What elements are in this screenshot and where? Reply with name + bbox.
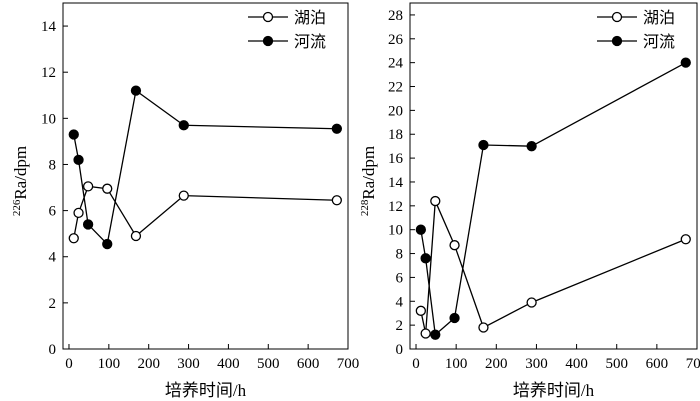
y-tick-label: 18	[388, 127, 403, 143]
y-tick-label: 4	[396, 294, 404, 310]
data-point-lake	[130, 230, 142, 242]
x-tick-label: 700	[337, 356, 360, 372]
y-tick-label: 2	[396, 318, 404, 334]
legend-label: 河流	[643, 33, 675, 51]
x-axis-label: 培养时间/h	[165, 381, 247, 400]
data-point-river	[178, 120, 189, 131]
data-point-river	[331, 123, 342, 134]
series-line-lake	[420, 200, 687, 334]
data-point-river	[680, 57, 691, 68]
x-tick-label: 600	[297, 356, 320, 372]
x-tick-label: 200	[485, 356, 508, 372]
y-tick-label: 2	[49, 296, 57, 312]
y-tick-label: 0	[49, 342, 57, 358]
legend-label: 湖泊	[294, 9, 326, 27]
x-tick-label: 700	[686, 356, 700, 372]
x-tick-label: 0	[412, 356, 420, 372]
y-axis-label: 226Ra/dpm	[11, 146, 30, 216]
y-tick-label: 26	[388, 32, 404, 48]
x-tick-label: 100	[98, 356, 121, 372]
data-point-lake	[526, 297, 537, 308]
y-tick-label: 8	[49, 157, 57, 173]
data-point-river	[73, 154, 84, 166]
data-point-lake	[430, 195, 441, 207]
y-axis-label-main: Ra/dpm	[359, 146, 378, 200]
y-axis-label-main: Ra/dpm	[11, 146, 30, 200]
plot-frame	[62, 2, 349, 350]
data-point-river	[478, 139, 489, 151]
y-axis-label-superscript: 228	[359, 199, 371, 216]
data-point-river	[449, 312, 460, 324]
y-tick-label: 6	[396, 270, 404, 286]
plot-frame	[409, 2, 698, 350]
data-point-lake	[478, 322, 489, 333]
data-point-river	[82, 219, 94, 230]
x-tick-label: 200	[137, 356, 160, 372]
y-tick-label: 14	[41, 19, 57, 35]
y-tick-label: 8	[396, 247, 404, 263]
data-point-river	[102, 238, 113, 250]
x-tick-label: 500	[257, 356, 280, 372]
legend-label: 河流	[294, 33, 326, 51]
data-point-lake	[420, 328, 431, 339]
legend-label: 湖泊	[643, 9, 675, 27]
y-tick-label: 22	[388, 80, 403, 96]
data-point-lake	[82, 181, 94, 192]
x-tick-label: 400	[565, 356, 588, 372]
data-point-river	[415, 224, 426, 235]
data-point-river	[430, 329, 441, 340]
data-point-lake	[680, 234, 691, 245]
y-tick-label: 16	[388, 151, 404, 167]
legend-marker	[262, 35, 274, 47]
data-point-lake	[73, 207, 84, 219]
data-point-lake	[415, 305, 426, 316]
y-tick-label: 20	[388, 103, 403, 119]
y-axis-label: 228Ra/dpm	[359, 146, 378, 216]
y-tick-label: 12	[41, 65, 56, 81]
y-tick-label: 14	[388, 175, 404, 191]
y-axis-label-superscript: 226	[11, 199, 23, 216]
series-line-river	[73, 89, 337, 246]
y-tick-label: 6	[49, 204, 57, 220]
y-tick-label: 0	[396, 342, 404, 358]
data-point-river	[420, 253, 431, 264]
x-tick-label: 300	[525, 356, 548, 372]
data-point-lake	[331, 195, 342, 206]
y-tick-label: 12	[388, 199, 403, 215]
legend-marker	[611, 35, 623, 47]
data-point-river	[130, 85, 142, 96]
left-chart-panel: 0 100 200 300 400 500 600 700 0 2 4 6 8 10 12 14 培养时间/h 2…	[11, 2, 360, 400]
x-tick-label: 400	[217, 356, 240, 372]
y-tick-label: 28	[388, 8, 403, 24]
x-tick-label: 100	[445, 356, 468, 372]
legend-marker	[262, 11, 274, 23]
x-tick-label: 0	[65, 356, 73, 372]
data-point-lake	[102, 183, 113, 194]
data-point-lake	[178, 190, 189, 201]
x-tick-label: 500	[605, 356, 628, 372]
x-tick-label: 300	[177, 356, 200, 372]
y-tick-label: 4	[49, 250, 57, 266]
y-tick-label: 10	[41, 111, 56, 127]
y-tick-label: 24	[388, 56, 404, 72]
data-point-lake	[449, 240, 460, 251]
x-axis-label: 培养时间/h	[513, 381, 595, 400]
legend-marker	[611, 11, 623, 23]
data-point-river	[526, 141, 537, 152]
data-point-river	[68, 129, 79, 140]
y-tick-label: 10	[388, 223, 403, 239]
right-chart-panel: 0100200300400500600700024681012141618202…	[359, 2, 700, 400]
x-tick-label: 600	[646, 356, 669, 372]
data-point-lake	[68, 233, 79, 244]
